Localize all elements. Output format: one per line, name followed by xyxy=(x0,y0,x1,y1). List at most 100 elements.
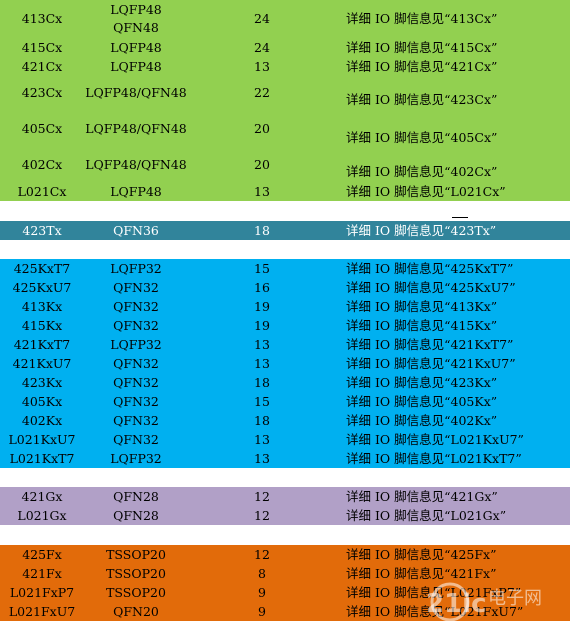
table-row: 402Kx QFN32 18 详细 IO 脚信息见“402Kx” xyxy=(0,411,570,430)
package-label: LQFP48 xyxy=(110,2,162,17)
io-count-cell: 18 xyxy=(254,222,270,238)
io-count-cell: 20 xyxy=(254,157,270,172)
package-cell: LQFP48 xyxy=(84,182,188,201)
io-count-cell: 18 xyxy=(254,412,270,428)
watermark-circle xyxy=(430,582,470,622)
table-row: 423Kx QFN32 18 详细 IO 脚信息见“423Kx” xyxy=(0,373,570,392)
package-cell: LQFP48/QFN48 xyxy=(84,148,188,182)
package-cell: TSSOP20 xyxy=(84,564,188,583)
io-detail-cell: 详细 IO 脚信息见“415Cx” xyxy=(346,39,498,55)
package-cell: QFN32 xyxy=(84,354,188,373)
io-detail-cell: 详细 IO 脚信息见“425KxT7” xyxy=(346,260,514,276)
table-row: 421Cx LQFP48 13 详细 IO 脚信息见“421Cx” xyxy=(0,57,570,76)
package-cell: QFN32 xyxy=(84,278,188,297)
io-detail-cell: 详细 IO 脚信息见“423Cx” xyxy=(346,92,498,107)
table-row: 421Fx TSSOP20 8 详细 IO 脚信息见“421Fx” xyxy=(0,564,570,583)
package-cell: QFN32 xyxy=(84,392,188,411)
package-label: QFN28 xyxy=(113,488,159,504)
io-count-cell: 15 xyxy=(254,260,270,276)
watermark-logo: 21ic 电子网 xyxy=(426,582,542,622)
package-label: LQFP32 xyxy=(110,260,162,276)
model-cell: L021KxU7 xyxy=(8,431,76,447)
io-count-cell: 19 xyxy=(254,317,270,333)
package-label: QFN32 xyxy=(113,393,159,409)
package-cell: QFN36 xyxy=(84,221,188,240)
table-row: L021Cx LQFP48 13 详细 IO 脚信息见“L021Cx” xyxy=(0,182,570,201)
package-cell: QFN32 xyxy=(84,316,188,335)
model-cell: L021Cx xyxy=(17,183,67,199)
package-cell: QFN28 xyxy=(84,487,188,506)
table-row: L021KxT7 LQFP32 13 详细 IO 脚信息见“L021KxT7” xyxy=(0,449,570,468)
model-cell: 421Fx xyxy=(22,565,62,581)
io-count-cell: 18 xyxy=(254,374,270,390)
model-cell: L021FxP7 xyxy=(9,584,75,600)
io-detail-cell: 详细 IO 脚信息见“421KxU7” xyxy=(346,355,516,371)
io-detail-cell: 详细 IO 脚信息见“425KxU7” xyxy=(346,279,516,295)
io-detail-cell: 详细 IO 脚信息见“421Gx” xyxy=(346,488,498,504)
model-cell: 421Gx xyxy=(21,488,63,504)
io-count-cell: 22 xyxy=(254,85,270,100)
package-label: LQFP48/QFN48 xyxy=(85,157,187,172)
package-cell: LQFP48 xyxy=(84,38,188,57)
io-count-cell: 15 xyxy=(254,393,270,409)
model-cell: 413Cx xyxy=(21,11,63,26)
io-detail-cell: 详细 IO 脚信息见“413Kx” xyxy=(346,298,498,314)
model-cell: 421Cx xyxy=(21,58,63,74)
io-detail-cell: 详细 IO 脚信息见“405Kx” xyxy=(346,393,498,409)
package-label: QFN32 xyxy=(113,279,159,295)
model-cell: 423Tx xyxy=(22,222,62,238)
io-count-cell: 13 xyxy=(254,431,270,447)
package-label: QFN28 xyxy=(113,507,159,523)
package-label: QFN32 xyxy=(113,298,159,314)
io-detail-cell: 详细 IO 脚信息见“L021Gx” xyxy=(346,507,507,523)
table-row: 425KxU7 QFN32 16 详细 IO 脚信息见“425KxU7” xyxy=(0,278,570,297)
model-cell: 405Kx xyxy=(21,393,63,409)
io-count-cell: 20 xyxy=(254,121,270,136)
package-cell: QFN32 xyxy=(84,297,188,316)
package-label: TSSOP20 xyxy=(106,546,166,562)
io-count-cell: 13 xyxy=(254,183,270,199)
package-label: QFN36 xyxy=(113,222,159,238)
table-row: 425KxT7 LQFP32 15 详细 IO 脚信息见“425KxT7” xyxy=(0,259,570,278)
io-count-cell: 19 xyxy=(254,298,270,314)
package-cell: LQFP48/QFN48 xyxy=(84,76,188,110)
table-row: L021FxP7 TSSOP20 9 详细 IO 脚信息见“L021FxP7” xyxy=(0,583,570,602)
package-label: QFN32 xyxy=(113,355,159,371)
io-count-cell: 13 xyxy=(254,355,270,371)
table-row: 405Kx QFN32 15 详细 IO 脚信息见“405Kx” xyxy=(0,392,570,411)
package-label: QFN32 xyxy=(113,431,159,447)
table-row: 415Cx LQFP48 24 详细 IO 脚信息见“415Cx” xyxy=(0,38,570,57)
package-label: LQFP32 xyxy=(110,336,162,352)
io-count-cell: 12 xyxy=(254,488,270,504)
model-cell: 402Cx xyxy=(21,157,63,172)
package-cell: QFN20 xyxy=(84,602,188,621)
table-row: 423Tx QFN36 18 详细 IO 脚信息见“423Tx” xyxy=(0,221,570,240)
io-count-cell: 16 xyxy=(254,279,270,295)
model-cell: L021Gx xyxy=(17,507,67,523)
io-count-cell: 12 xyxy=(254,507,270,523)
io-detail-cell: 详细 IO 脚信息见“402Cx” xyxy=(346,164,498,179)
package-label: TSSOP20 xyxy=(106,565,166,581)
io-detail-cell: 详细 IO 脚信息见“421KxT7” xyxy=(346,336,514,352)
package-cell: QFN28 xyxy=(84,506,188,525)
io-count-cell: 12 xyxy=(254,546,270,562)
model-cell: 425KxT7 xyxy=(13,260,71,276)
io-count-cell: 24 xyxy=(254,39,270,55)
package-cell: LQFP32 xyxy=(84,449,188,468)
table-row: L021Gx QFN28 12 详细 IO 脚信息见“L021Gx” xyxy=(0,506,570,525)
io-count-cell: 8 xyxy=(258,565,266,581)
io-detail-cell: 详细 IO 脚信息见“L021KxT7” xyxy=(346,450,522,466)
watermark-logo-text: 21ic xyxy=(426,589,487,619)
io-count-cell: 13 xyxy=(254,58,270,74)
package-label: LQFP48/QFN48 xyxy=(85,121,187,136)
model-cell: 415Cx xyxy=(21,39,63,55)
model-cell: L021KxT7 xyxy=(9,450,75,466)
table-row: 405Cx LQFP48/QFN48 20 详细 IO 脚信息见“405Cx” xyxy=(0,110,570,148)
io-detail-cell: 详细 IO 脚信息见“421Cx” xyxy=(346,58,498,74)
package-cell: QFN32 xyxy=(84,411,188,430)
package-label: LQFP48 xyxy=(110,58,162,74)
package-cell: QFN32 xyxy=(84,430,188,449)
model-cell: 423Kx xyxy=(21,374,63,390)
package-cell: QFN32 xyxy=(84,373,188,392)
io-count-cell: 9 xyxy=(258,603,266,619)
